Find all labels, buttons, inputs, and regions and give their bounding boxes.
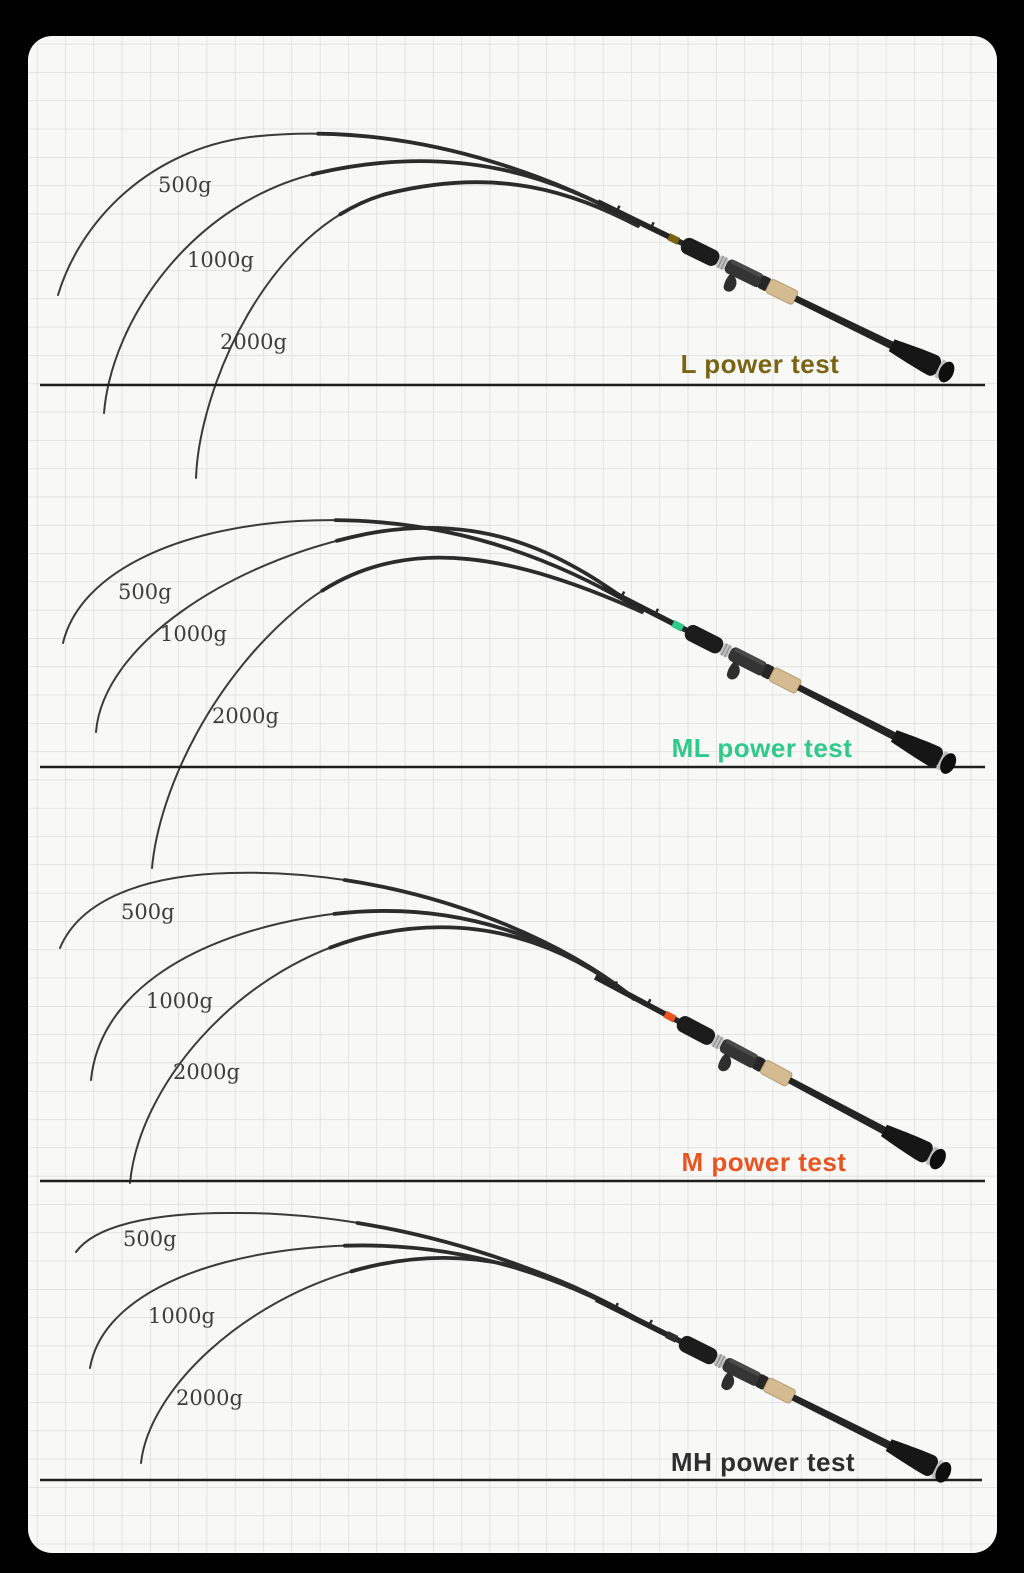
power-label-l: L power test [681,349,840,379]
weight-label-500g: 500g [121,900,175,924]
weight-label-2000g: 2000g [176,1386,243,1410]
baselines [40,383,985,1482]
power-label-m: M power test [682,1147,847,1177]
weight-label-2000g: 2000g [220,330,287,354]
weight-label-500g: 500g [123,1227,177,1251]
weight-label-1000g: 1000g [148,1304,215,1328]
grid-paper [28,36,997,1553]
weight-label-1000g: 1000g [187,248,254,272]
weight-labels: 500g 1000g 2000g 500g 1000g 2000g 500g 1… [118,173,287,1410]
power-label-mh: MH power test [671,1447,855,1477]
weight-label-500g: 500g [118,580,172,604]
power-label-ml: ML power test [672,733,853,763]
weight-label-1000g: 1000g [160,622,227,646]
weight-label-2000g: 2000g [212,704,279,728]
weight-label-2000g: 2000g [173,1060,240,1084]
weight-label-1000g: 1000g [146,989,213,1013]
weight-label-500g: 500g [158,173,212,197]
